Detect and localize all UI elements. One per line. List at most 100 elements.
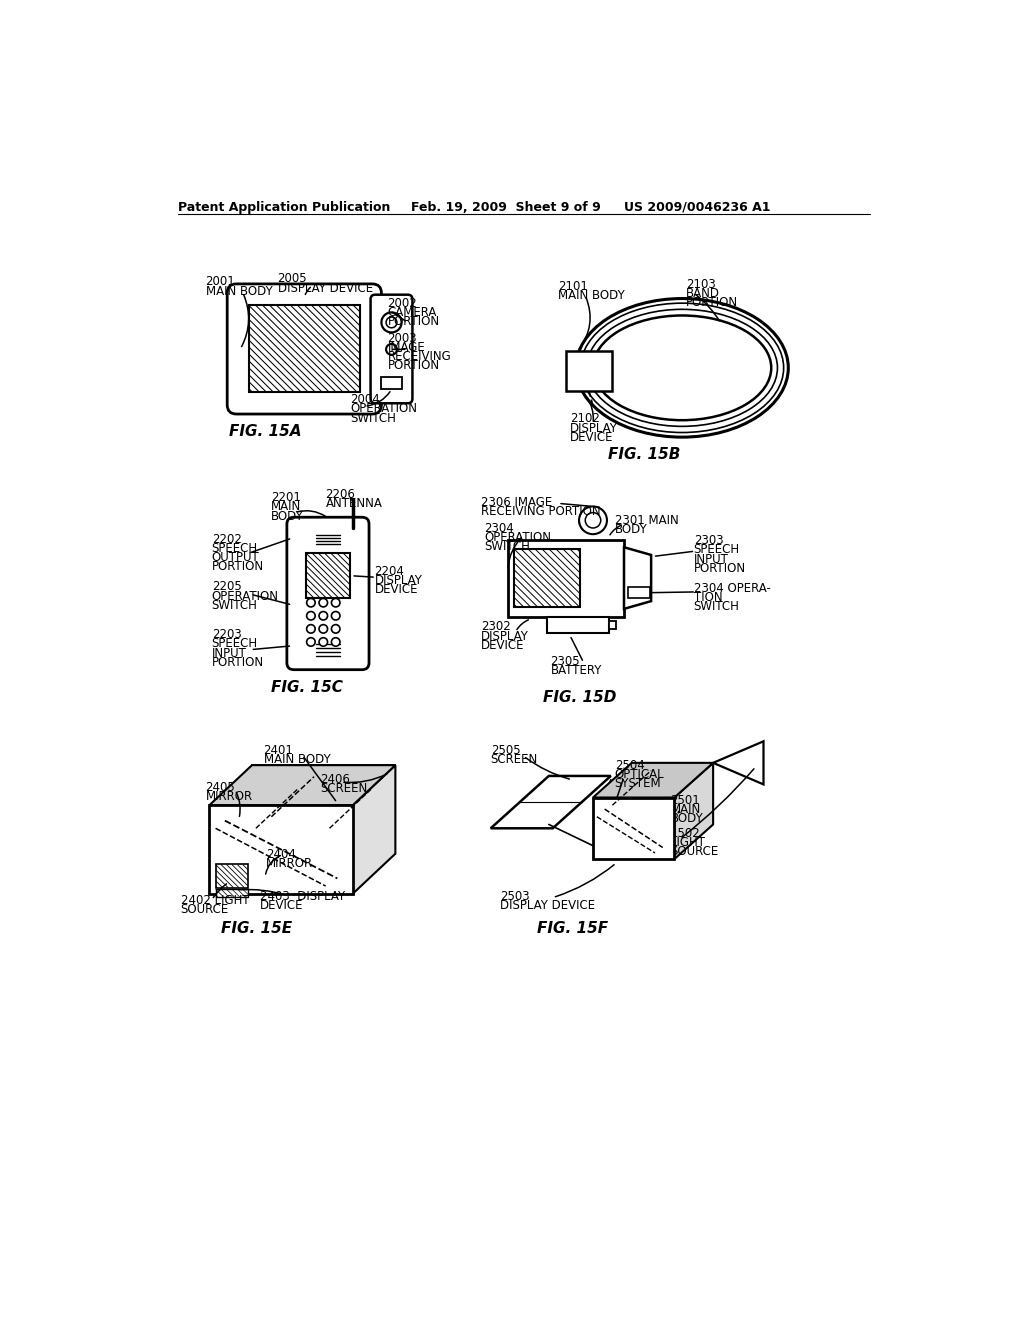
Text: DISPLAY DEVICE: DISPLAY DEVICE	[500, 899, 595, 912]
Text: SYSTEM: SYSTEM	[614, 777, 662, 791]
Text: 2504: 2504	[614, 759, 644, 772]
Text: 2306 IMAGE: 2306 IMAGE	[480, 496, 552, 508]
Bar	[216, 865, 248, 887]
Text: FIG. 15F: FIG. 15F	[538, 921, 608, 936]
Bar	[514, 549, 580, 607]
Text: MIRROR: MIRROR	[266, 857, 313, 870]
Text: PORTION: PORTION	[693, 562, 745, 576]
Polygon shape	[624, 548, 651, 609]
Text: 2503: 2503	[500, 890, 529, 903]
Text: SWITCH: SWITCH	[484, 540, 530, 553]
Text: 2304: 2304	[484, 521, 514, 535]
Text: RECEIVING: RECEIVING	[388, 350, 452, 363]
Text: 2005: 2005	[278, 272, 307, 285]
Text: SWITCH: SWITCH	[212, 599, 258, 612]
Text: BATTERY: BATTERY	[550, 664, 602, 677]
Circle shape	[306, 598, 315, 607]
Text: 2304 OPERA-: 2304 OPERA-	[693, 582, 771, 595]
Text: 2205: 2205	[212, 581, 242, 594]
Circle shape	[319, 638, 328, 647]
Circle shape	[332, 598, 340, 607]
Text: INPUT: INPUT	[693, 553, 729, 566]
Text: PORTION: PORTION	[212, 560, 264, 573]
Text: SPEECH: SPEECH	[693, 544, 740, 557]
Text: DISPLAY DEVICE: DISPLAY DEVICE	[278, 281, 373, 294]
Circle shape	[332, 611, 340, 620]
Text: MAIN BODY: MAIN BODY	[206, 285, 272, 298]
Bar	[566, 351, 612, 391]
Polygon shape	[593, 797, 675, 859]
Text: LIGHT: LIGHT	[671, 836, 706, 849]
Text: DISPLAY: DISPLAY	[375, 574, 422, 587]
Polygon shape	[713, 742, 764, 784]
Text: MAIN: MAIN	[271, 500, 302, 513]
Text: 2203: 2203	[212, 628, 242, 642]
Text: BODY: BODY	[671, 812, 703, 825]
Polygon shape	[593, 763, 713, 797]
Text: 2501: 2501	[671, 793, 700, 807]
Text: 2402 LIGHT: 2402 LIGHT	[180, 894, 249, 907]
Text: 2201: 2201	[271, 491, 301, 504]
Circle shape	[306, 611, 315, 620]
Text: FIG. 15C: FIG. 15C	[271, 681, 343, 696]
Text: SOURCE: SOURCE	[180, 903, 229, 916]
Text: OPERATION: OPERATION	[350, 403, 418, 416]
Bar	[508, 540, 624, 616]
Text: Feb. 19, 2009  Sheet 9 of 9: Feb. 19, 2009 Sheet 9 of 9	[411, 201, 601, 214]
Polygon shape	[675, 763, 713, 859]
Polygon shape	[352, 766, 395, 894]
Bar	[569, 355, 608, 387]
Text: PORTION: PORTION	[212, 656, 264, 669]
Bar	[381, 378, 401, 389]
Text: DEVICE: DEVICE	[375, 583, 418, 597]
Text: PORTION: PORTION	[388, 359, 439, 372]
Text: 2303: 2303	[693, 535, 723, 548]
Circle shape	[332, 624, 340, 634]
Polygon shape	[209, 766, 395, 805]
Text: OUTPUT: OUTPUT	[212, 552, 259, 564]
Bar	[547, 616, 608, 634]
Text: 2101: 2101	[558, 280, 588, 293]
Text: 2204: 2204	[375, 565, 404, 578]
Text: ANTENNA: ANTENNA	[326, 498, 383, 511]
Text: PORTION: PORTION	[686, 296, 738, 309]
Text: BAND: BAND	[686, 286, 720, 300]
Text: FIG. 15D: FIG. 15D	[543, 689, 616, 705]
Circle shape	[319, 598, 328, 607]
Text: MAIN: MAIN	[671, 803, 700, 816]
Circle shape	[306, 638, 315, 647]
Text: 2003: 2003	[388, 331, 417, 345]
Polygon shape	[490, 776, 611, 829]
Text: OPERATION: OPERATION	[484, 531, 552, 544]
Text: SPEECH: SPEECH	[212, 543, 258, 554]
Text: DEVICE: DEVICE	[480, 639, 524, 652]
Text: TION: TION	[693, 591, 722, 605]
Text: PORTION: PORTION	[388, 315, 439, 329]
Text: SWITCH: SWITCH	[693, 601, 739, 614]
Text: SPEECH: SPEECH	[212, 638, 258, 651]
Circle shape	[306, 624, 315, 634]
Text: 2305: 2305	[550, 655, 580, 668]
Text: FIG. 15E: FIG. 15E	[221, 921, 292, 936]
Text: SWITCH: SWITCH	[350, 412, 396, 425]
Text: 1502: 1502	[671, 826, 700, 840]
Text: 2206: 2206	[326, 488, 355, 502]
Text: MAIN BODY: MAIN BODY	[263, 752, 331, 766]
Bar	[216, 890, 248, 896]
Text: Patent Application Publication: Patent Application Publication	[178, 201, 391, 214]
Text: MIRROR: MIRROR	[206, 789, 253, 803]
Text: DEVICE: DEVICE	[569, 430, 613, 444]
Text: FIG. 15A: FIG. 15A	[228, 424, 301, 440]
Bar	[628, 587, 649, 598]
Text: INPUT: INPUT	[212, 647, 247, 660]
Text: 2403  DISPLAY: 2403 DISPLAY	[260, 890, 345, 903]
Text: BODY: BODY	[614, 524, 647, 536]
Text: 2301 MAIN: 2301 MAIN	[614, 515, 679, 527]
Text: 2404: 2404	[266, 847, 296, 861]
Text: IMAGE: IMAGE	[388, 341, 425, 354]
Text: DISPLAY: DISPLAY	[480, 630, 528, 643]
Text: SCREEN: SCREEN	[321, 781, 368, 795]
Text: 2202: 2202	[212, 533, 242, 545]
Text: OPERATION: OPERATION	[212, 590, 279, 603]
Polygon shape	[252, 766, 395, 854]
